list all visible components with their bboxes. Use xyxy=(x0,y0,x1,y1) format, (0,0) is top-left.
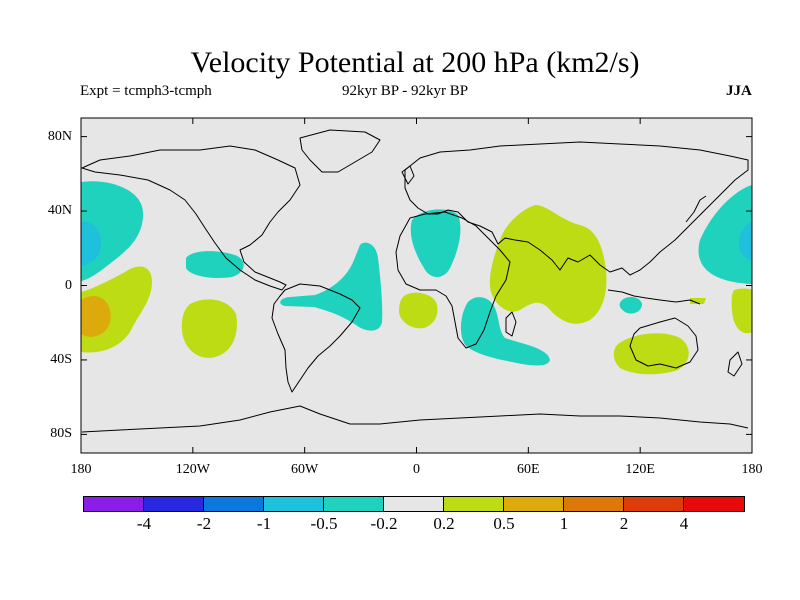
colorbar-swatch xyxy=(204,497,264,511)
colorbar-swatch xyxy=(564,497,624,511)
colorbar-swatch xyxy=(264,497,324,511)
lat-label: 40S xyxy=(50,351,72,367)
coastline-madagascar xyxy=(505,311,517,337)
lon-label: 180 xyxy=(741,462,763,477)
contour-fills xyxy=(81,181,752,375)
contour-pos-south-pacific-core xyxy=(81,295,111,337)
lat-label: 80N xyxy=(47,128,72,144)
colorbar-swatch xyxy=(324,497,384,511)
contour-pos-south-atlantic xyxy=(399,292,438,329)
lat-label: 0 xyxy=(65,277,72,293)
lon-label: 0 xyxy=(413,462,420,477)
coastline-australia xyxy=(629,317,699,369)
contour-neg-south-africa xyxy=(460,297,550,366)
coastline-uk xyxy=(401,165,415,185)
coastline-greenland xyxy=(299,129,381,173)
map-title: Velocity Potential at 200 hPa (km2/s) xyxy=(190,46,640,79)
coastline-africa xyxy=(395,211,511,349)
coastlines xyxy=(81,129,749,433)
coastline-japan xyxy=(685,195,707,223)
axis-ticks xyxy=(80,118,753,453)
colorbar-label: -0.2 xyxy=(370,514,398,533)
lon-label: 180 xyxy=(70,462,92,477)
contour-neg-east-pacific-core xyxy=(81,221,102,266)
lon-label: 120E xyxy=(625,462,655,477)
lon-label: 60W xyxy=(291,462,319,477)
colorbar xyxy=(83,496,745,512)
lon-label: 60E xyxy=(517,462,540,477)
colorbar-label: 2 xyxy=(619,514,629,533)
coastline-eurasia xyxy=(404,141,749,276)
colorbar-label: -2 xyxy=(196,514,212,533)
colorbar-label: -4 xyxy=(136,514,152,533)
contour-pos-dateline xyxy=(731,288,752,334)
contour-neg-north-pacific-small xyxy=(186,251,244,278)
contour-neg-indonesia xyxy=(619,296,642,314)
colorbar-swatch xyxy=(384,497,444,511)
contour-neg-west-pacific-core xyxy=(738,222,752,260)
experiment-label: Expt = tcmph3-tcmph xyxy=(80,83,212,99)
coastline-antarctica xyxy=(81,405,749,433)
lon-label: 120W xyxy=(175,462,210,477)
contour-pos-australia xyxy=(613,333,689,375)
contour-neg-north-africa xyxy=(410,209,461,277)
period-label: 92kyr BP - 92kyr BP xyxy=(342,83,469,99)
contour-pos-south-pacific-mid xyxy=(181,299,237,358)
lat-label: 80S xyxy=(50,426,72,442)
colorbar-label: -1 xyxy=(256,514,272,533)
contour-pos-asia-monsoon xyxy=(489,205,607,324)
season-label: JJA xyxy=(726,83,752,99)
colorbar-swatch xyxy=(144,497,204,511)
colorbar-label: 0.5 xyxy=(493,514,515,533)
colorbar-swatch xyxy=(624,497,684,511)
lat-label: 40N xyxy=(47,203,72,219)
colorbar-label: 0.2 xyxy=(433,514,455,533)
coastline-south-america xyxy=(271,283,361,393)
colorbar-swatch xyxy=(684,497,744,511)
contour-neg-west-pacific xyxy=(698,185,752,284)
coastline-indonesia xyxy=(607,289,701,305)
contour-pos-west-pacific-strip xyxy=(690,298,706,304)
colorbar-label: 4 xyxy=(679,514,689,533)
colorbar-label: 1 xyxy=(559,514,569,533)
colorbar-swatch xyxy=(444,497,504,511)
colorbar-label: -0.5 xyxy=(310,514,338,533)
contour-neg-atlantic xyxy=(280,242,383,331)
colorbar-swatch xyxy=(504,497,564,511)
colorbar-swatch xyxy=(84,497,144,511)
coastline-north-america xyxy=(81,145,301,291)
coastline-new-zealand xyxy=(727,351,743,377)
map-background xyxy=(81,118,752,453)
